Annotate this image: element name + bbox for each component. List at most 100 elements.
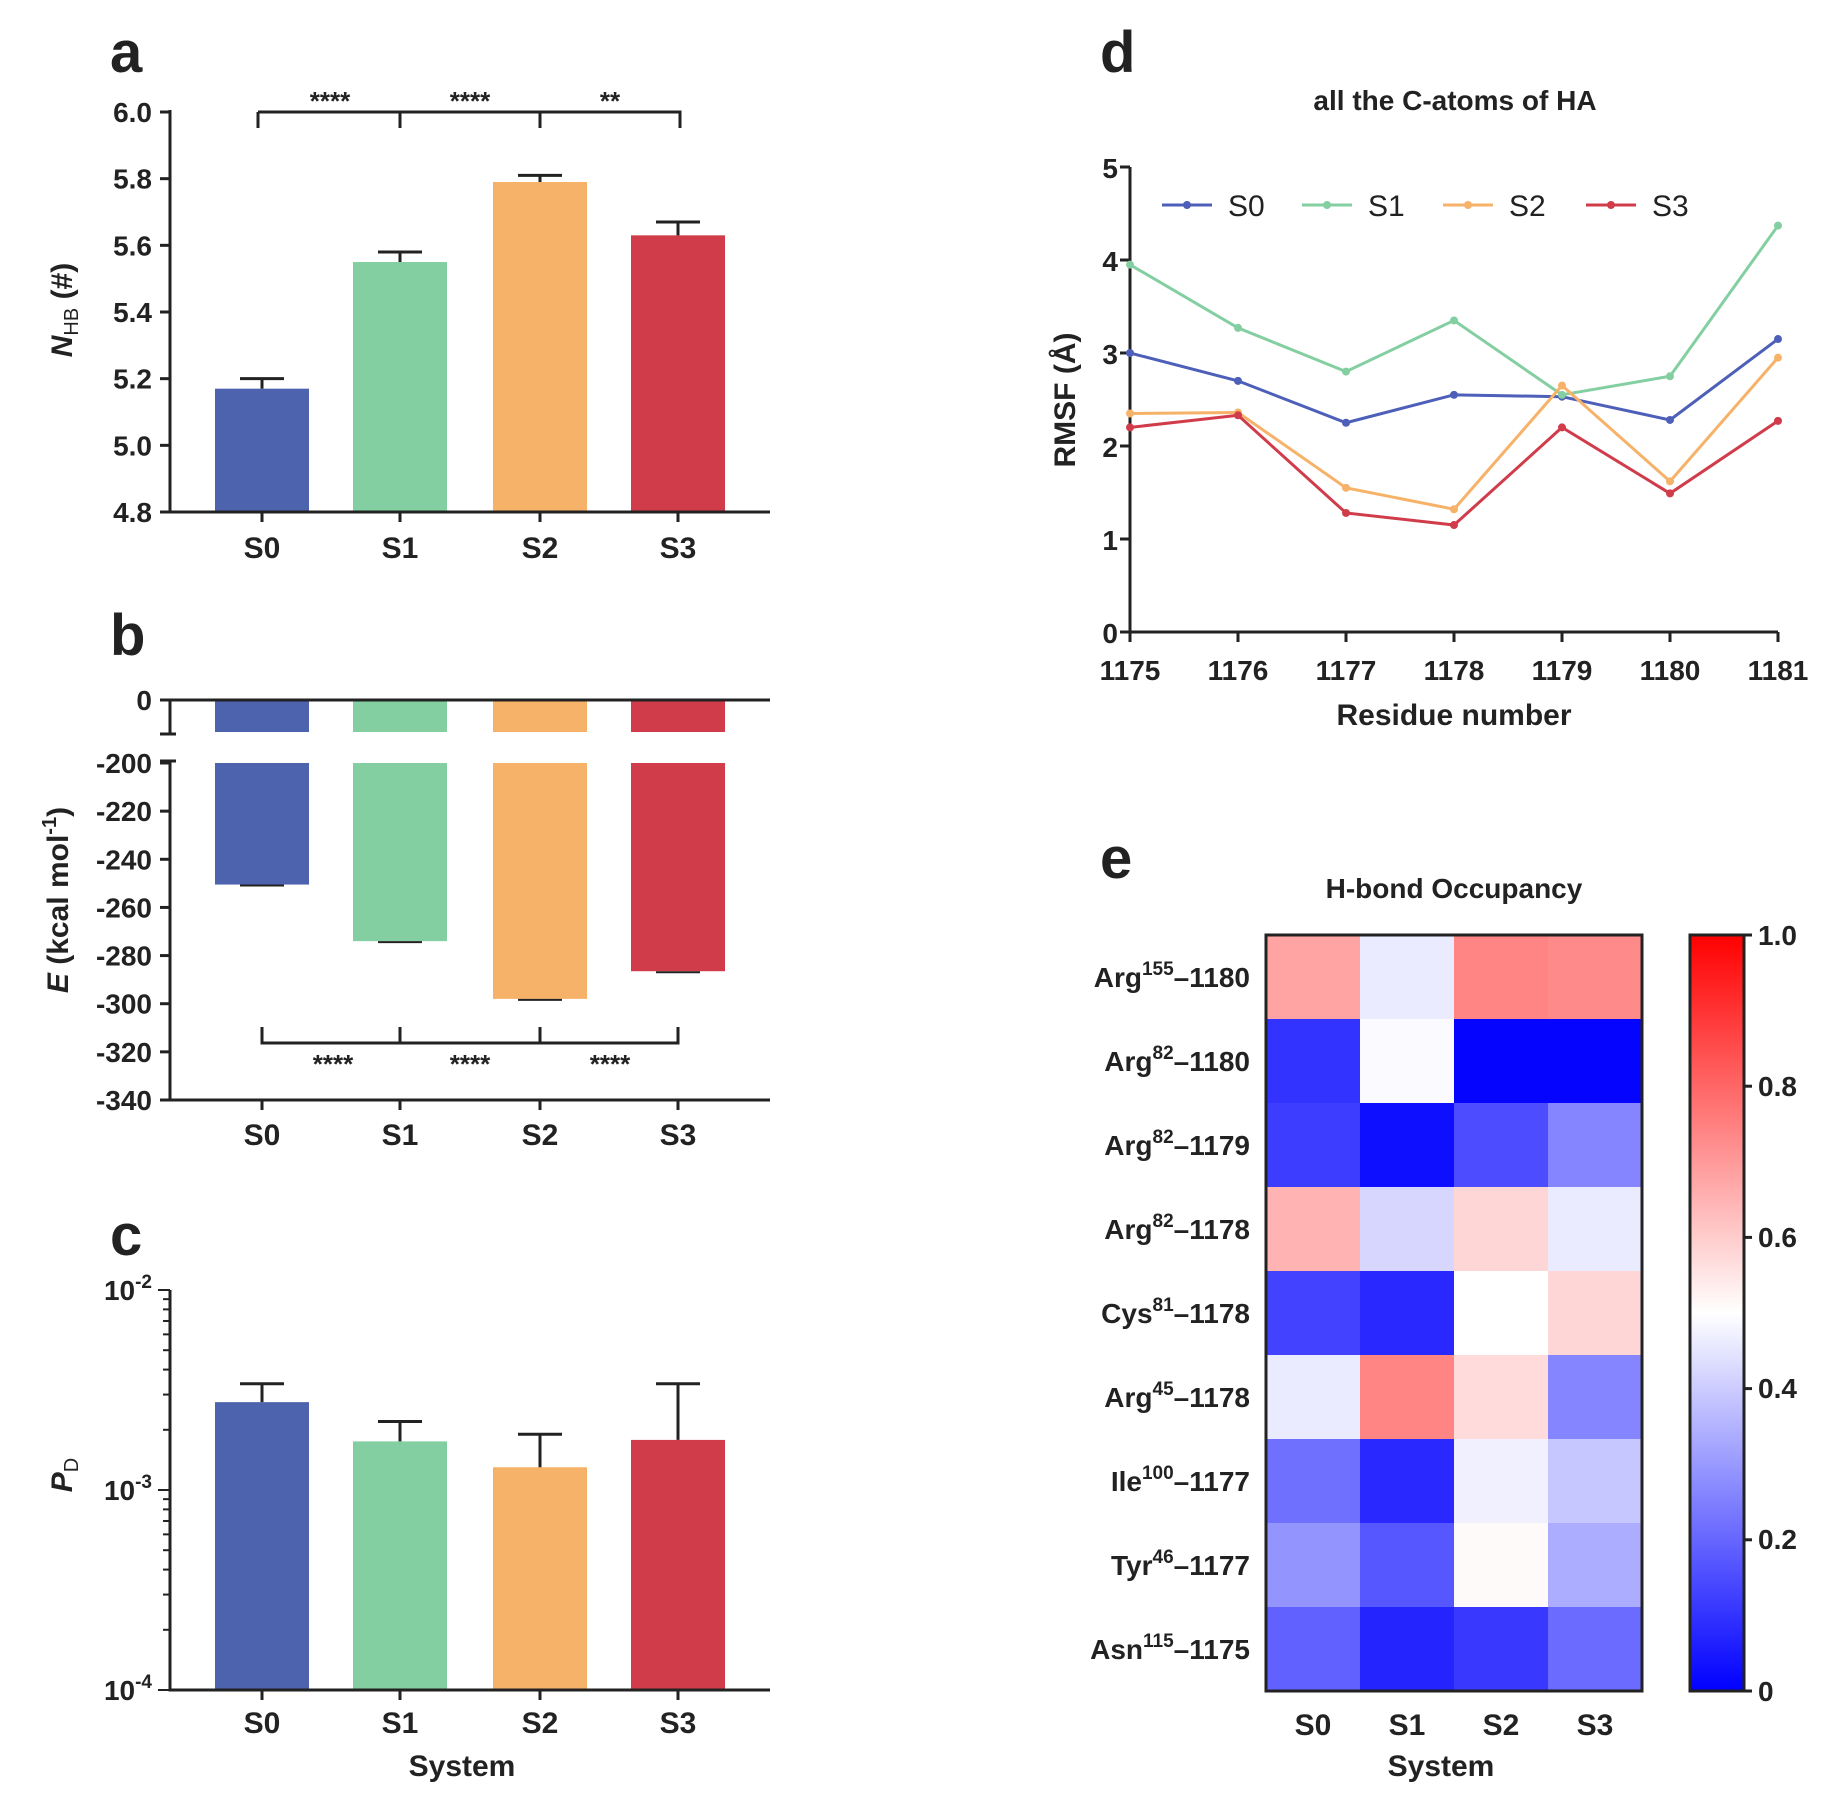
b-bar-upper-S3 xyxy=(631,700,725,732)
e-row-label-6: Ile100–1177 xyxy=(1111,1463,1250,1497)
c-tick-1e-3: 10-3 xyxy=(104,1472,152,1506)
e-cell-r3-c3 xyxy=(1548,1187,1642,1271)
e-row-label-0: Arg155–1180 xyxy=(1094,959,1250,993)
d-legend-marker-S2 xyxy=(1464,201,1472,209)
d-point-S2 xyxy=(1558,381,1566,390)
b-bar-upper-S1 xyxy=(353,700,447,732)
d-point-S1 xyxy=(1126,260,1134,269)
e-cell-r7-c2 xyxy=(1454,1523,1548,1607)
e-col-label-S2: S2 xyxy=(1483,1709,1520,1742)
panel-b-bar-chart: 0-200-220-240-260-280-300-320-340 S0 S1 … xyxy=(39,685,770,1152)
e-cell-r1-c0 xyxy=(1266,1019,1360,1103)
c-x-axis-label: System xyxy=(409,1750,516,1783)
d-point-S1 xyxy=(1450,316,1458,325)
a-bar-S3 xyxy=(631,235,725,513)
b-tick-S0: S0 xyxy=(244,1119,281,1152)
d-y-axis-label: RMSF (Å) xyxy=(1049,333,1082,468)
d-legend-marker-S1 xyxy=(1323,201,1331,209)
d-point-S1 xyxy=(1342,367,1350,376)
a-ytick-label-1: 5.0 xyxy=(113,430,152,461)
d-point-S0 xyxy=(1450,390,1458,399)
c-bar-S2 xyxy=(493,1467,587,1690)
e-cell-r3-c2 xyxy=(1454,1187,1548,1271)
a-ytick-label-0: 4.8 xyxy=(113,497,152,528)
e-row-label-7: Tyr46–1177 xyxy=(1111,1547,1250,1581)
e-cell-r4-c0 xyxy=(1266,1271,1360,1355)
a-significance-2: ** xyxy=(600,86,621,116)
c-tick-S2: S2 xyxy=(522,1707,559,1740)
e-cell-r3-c1 xyxy=(1360,1187,1454,1271)
b-ytick-label-4: -260 xyxy=(96,892,152,923)
d-xtick-1179: 1179 xyxy=(1532,655,1593,686)
c-tick-S0: S0 xyxy=(244,1707,281,1740)
e-colorbar-tick-0.6: 0.6 xyxy=(1758,1222,1797,1253)
panel-a-bar-chart: 4.8 5.0 5.2 5.4 5.6 5.8 6.0 S0 S1 S2 S3 NHB (#… xyxy=(46,86,770,565)
a-ytick-label-4: 5.6 xyxy=(113,230,152,261)
e-cell-r2-c3 xyxy=(1548,1103,1642,1187)
d-ytick-1: 1 xyxy=(1102,525,1118,556)
d-xtick-1175: 1175 xyxy=(1100,655,1161,686)
b-axis-upper xyxy=(160,700,176,736)
d-ytick-5: 5 xyxy=(1102,153,1118,184)
b-ytick-label-6: -300 xyxy=(96,989,152,1020)
e-x-axis-label: System xyxy=(1388,1750,1495,1783)
d-legend-label-S3: S3 xyxy=(1652,190,1689,223)
e-cell-r3-c0 xyxy=(1266,1187,1360,1271)
d-xtick-1180: 1180 xyxy=(1640,655,1701,686)
a-tick-S0: S0 xyxy=(244,532,281,565)
b-bar-upper-S0 xyxy=(215,700,309,732)
a-ytick-label-6: 6.0 xyxy=(113,97,152,128)
a-significance-bracket xyxy=(256,110,682,128)
e-cell-r4-c1 xyxy=(1360,1271,1454,1355)
b-tick-S2: S2 xyxy=(522,1119,559,1152)
e-cell-r2-c0 xyxy=(1266,1103,1360,1187)
e-cell-r6-c2 xyxy=(1454,1439,1548,1523)
d-point-S3 xyxy=(1126,423,1134,432)
e-cell-r4-c3 xyxy=(1548,1271,1642,1355)
e-cell-r2-c1 xyxy=(1360,1103,1454,1187)
d-point-S0 xyxy=(1774,335,1782,344)
b-bar-S2 xyxy=(493,763,587,999)
d-axes-lines xyxy=(1128,167,1778,634)
e-colorbar-tick-0.8: 0.8 xyxy=(1758,1071,1797,1102)
d-point-S0 xyxy=(1666,415,1674,424)
d-xtick-1176: 1176 xyxy=(1208,655,1269,686)
a-bar-S1 xyxy=(353,262,447,512)
c-bar-S0 xyxy=(215,1402,309,1690)
e-cell-r8-c0 xyxy=(1266,1607,1360,1691)
e-colorbar xyxy=(1688,933,1746,1693)
a-significance-1: **** xyxy=(450,86,491,116)
e-chart-title: H-bond Occupancy xyxy=(1326,873,1583,904)
c-errorbar-S1 xyxy=(378,1420,422,1442)
d-point-S2 xyxy=(1126,409,1134,418)
c-errorbar-S2 xyxy=(518,1432,562,1468)
e-cell-r1-c3 xyxy=(1548,1019,1642,1103)
e-heatmap-frame xyxy=(1264,933,1644,1693)
panel-e-heatmap: H-bond Occupancy Arg155–1180 Arg82–1180 … xyxy=(1090,873,1797,1783)
d-xtick-1178: 1178 xyxy=(1424,655,1485,686)
e-cell-r1-c1 xyxy=(1360,1019,1454,1103)
e-cell-r0-c2 xyxy=(1454,935,1548,1019)
c-tick-1e-4: 10-4 xyxy=(104,1672,152,1706)
panel-c-bar-chart: 10-2 10-3 10-4 S0 S1 S2 S3 System PD xyxy=(46,1272,770,1783)
d-point-S2 xyxy=(1774,353,1782,362)
e-cell-r6-c1 xyxy=(1360,1439,1454,1523)
panel-label-a: a xyxy=(110,20,143,85)
e-cell-r8-c3 xyxy=(1548,1607,1642,1691)
a-bar-S2 xyxy=(493,182,587,512)
d-point-S3 xyxy=(1342,508,1350,517)
a-ytick-label-5: 5.8 xyxy=(113,164,152,195)
e-row-label-2: Arg82–1179 xyxy=(1104,1127,1250,1161)
d-legend-marker-S0 xyxy=(1183,201,1191,209)
b-bar-S1 xyxy=(353,763,447,942)
e-cell-r7-c1 xyxy=(1360,1523,1454,1607)
c-y-axis-label: PD xyxy=(46,1458,83,1492)
a-errorbar-S3 xyxy=(656,220,700,236)
b-ytick-label-5: -280 xyxy=(96,941,152,972)
e-cell-r8-c2 xyxy=(1454,1607,1548,1691)
e-cell-r5-c1 xyxy=(1360,1355,1454,1439)
e-colorbar-tick-1.0: 1.0 xyxy=(1758,920,1797,951)
panel-label-c: c xyxy=(110,1203,142,1268)
e-cell-r1-c2 xyxy=(1454,1019,1548,1103)
e-cell-r8-c1 xyxy=(1360,1607,1454,1691)
